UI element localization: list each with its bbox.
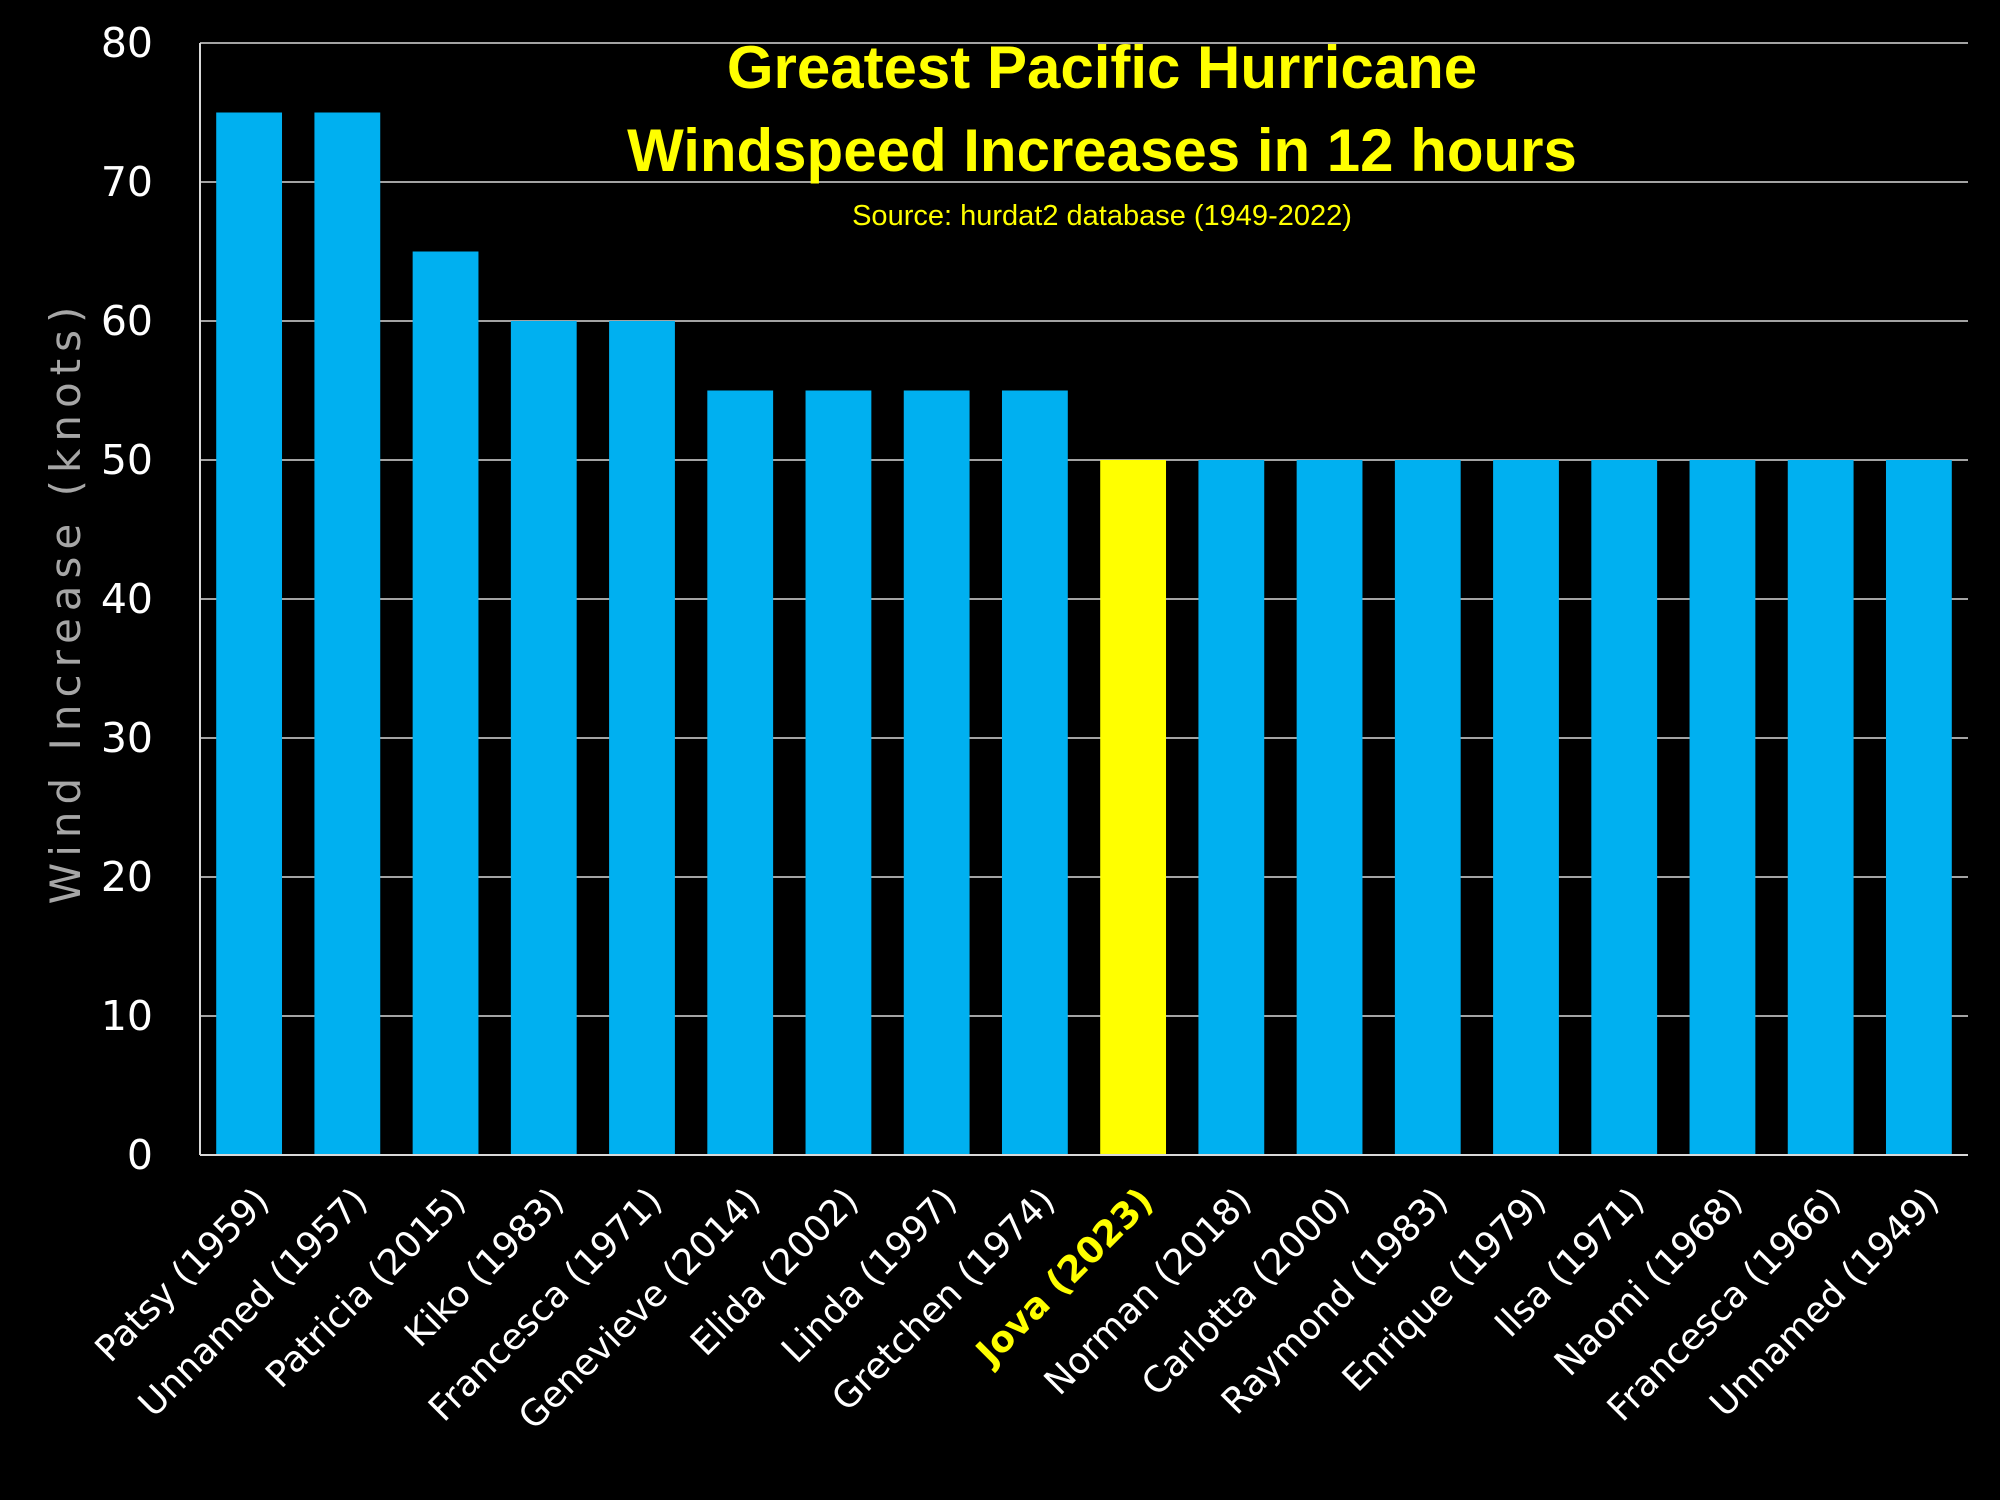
bar: [1296, 460, 1363, 1155]
bar: [805, 390, 872, 1155]
bar: [1689, 460, 1756, 1155]
y-tick-label: 70: [101, 158, 153, 206]
bar: [1591, 460, 1658, 1155]
chart-title-line1: Greatest Pacific Hurricane: [727, 34, 1477, 101]
y-tick-label: 20: [101, 853, 153, 901]
chart-title-line2: Windspeed Increases in 12 hours: [627, 117, 1577, 184]
bar: [216, 112, 283, 1155]
bar: [1001, 390, 1068, 1155]
bar: [510, 321, 577, 1155]
bar: [314, 112, 381, 1155]
grid-lines: [200, 42, 1968, 1017]
bar: [1493, 460, 1559, 1155]
y-axis-label: Wind Increase (knots): [41, 300, 90, 905]
y-tick-labels: 0 10 20 30 40 50 60 70 80: [101, 19, 153, 1179]
bar: [1787, 460, 1854, 1155]
bar: [412, 251, 479, 1155]
y-tick-label: 10: [101, 992, 153, 1040]
bar: [707, 390, 774, 1155]
bar: [1885, 460, 1952, 1155]
bar: [903, 390, 970, 1155]
bars: [216, 112, 1952, 1155]
y-tick-label: 0: [127, 1131, 153, 1179]
bar: [609, 321, 675, 1155]
y-tick-label: 60: [101, 297, 153, 345]
y-tick-label: 30: [101, 714, 153, 762]
chart-subtitle: Source: hurdat2 database (1949-2022): [852, 200, 1352, 232]
y-tick-label: 80: [101, 19, 153, 67]
bar: [1198, 460, 1265, 1155]
axes: [199, 43, 1968, 1156]
y-tick-label: 50: [101, 436, 153, 484]
y-tick-label: 40: [101, 575, 153, 623]
bar: [1394, 460, 1461, 1155]
bar: [1100, 460, 1167, 1155]
